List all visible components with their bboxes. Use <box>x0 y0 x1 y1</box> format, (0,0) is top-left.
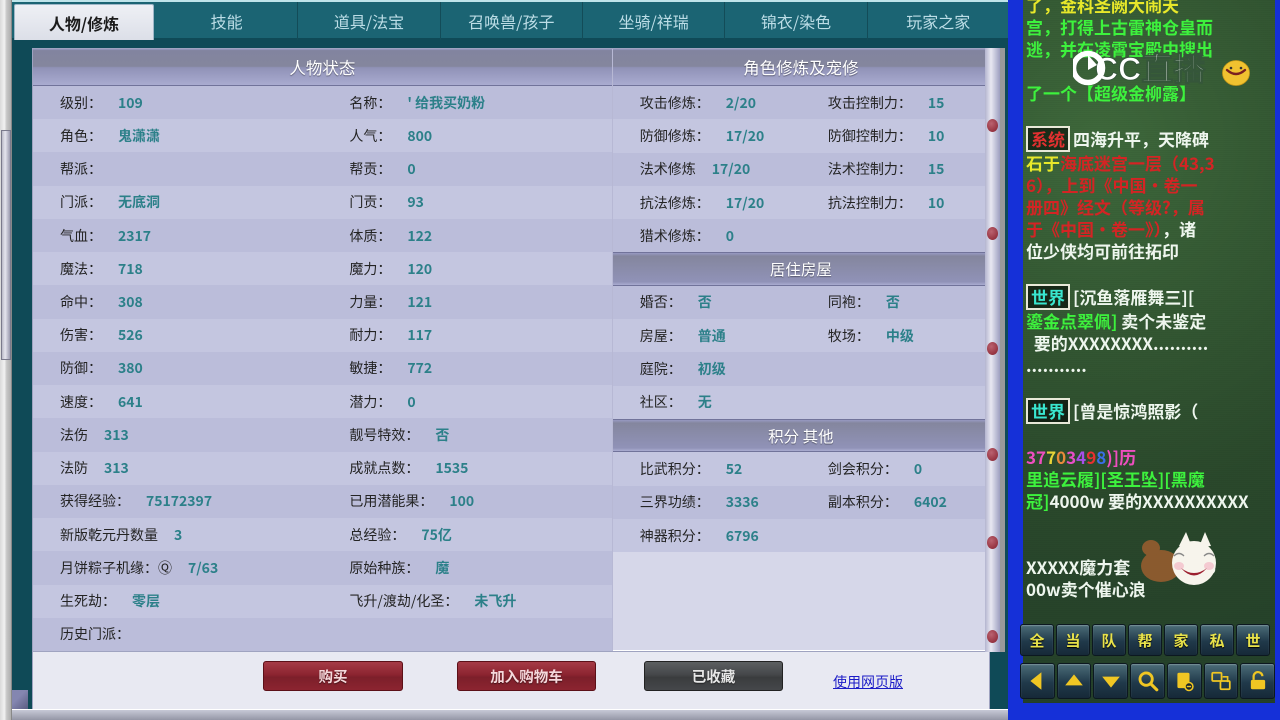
svg-text:CC直播: CC直播 <box>1095 51 1206 87</box>
